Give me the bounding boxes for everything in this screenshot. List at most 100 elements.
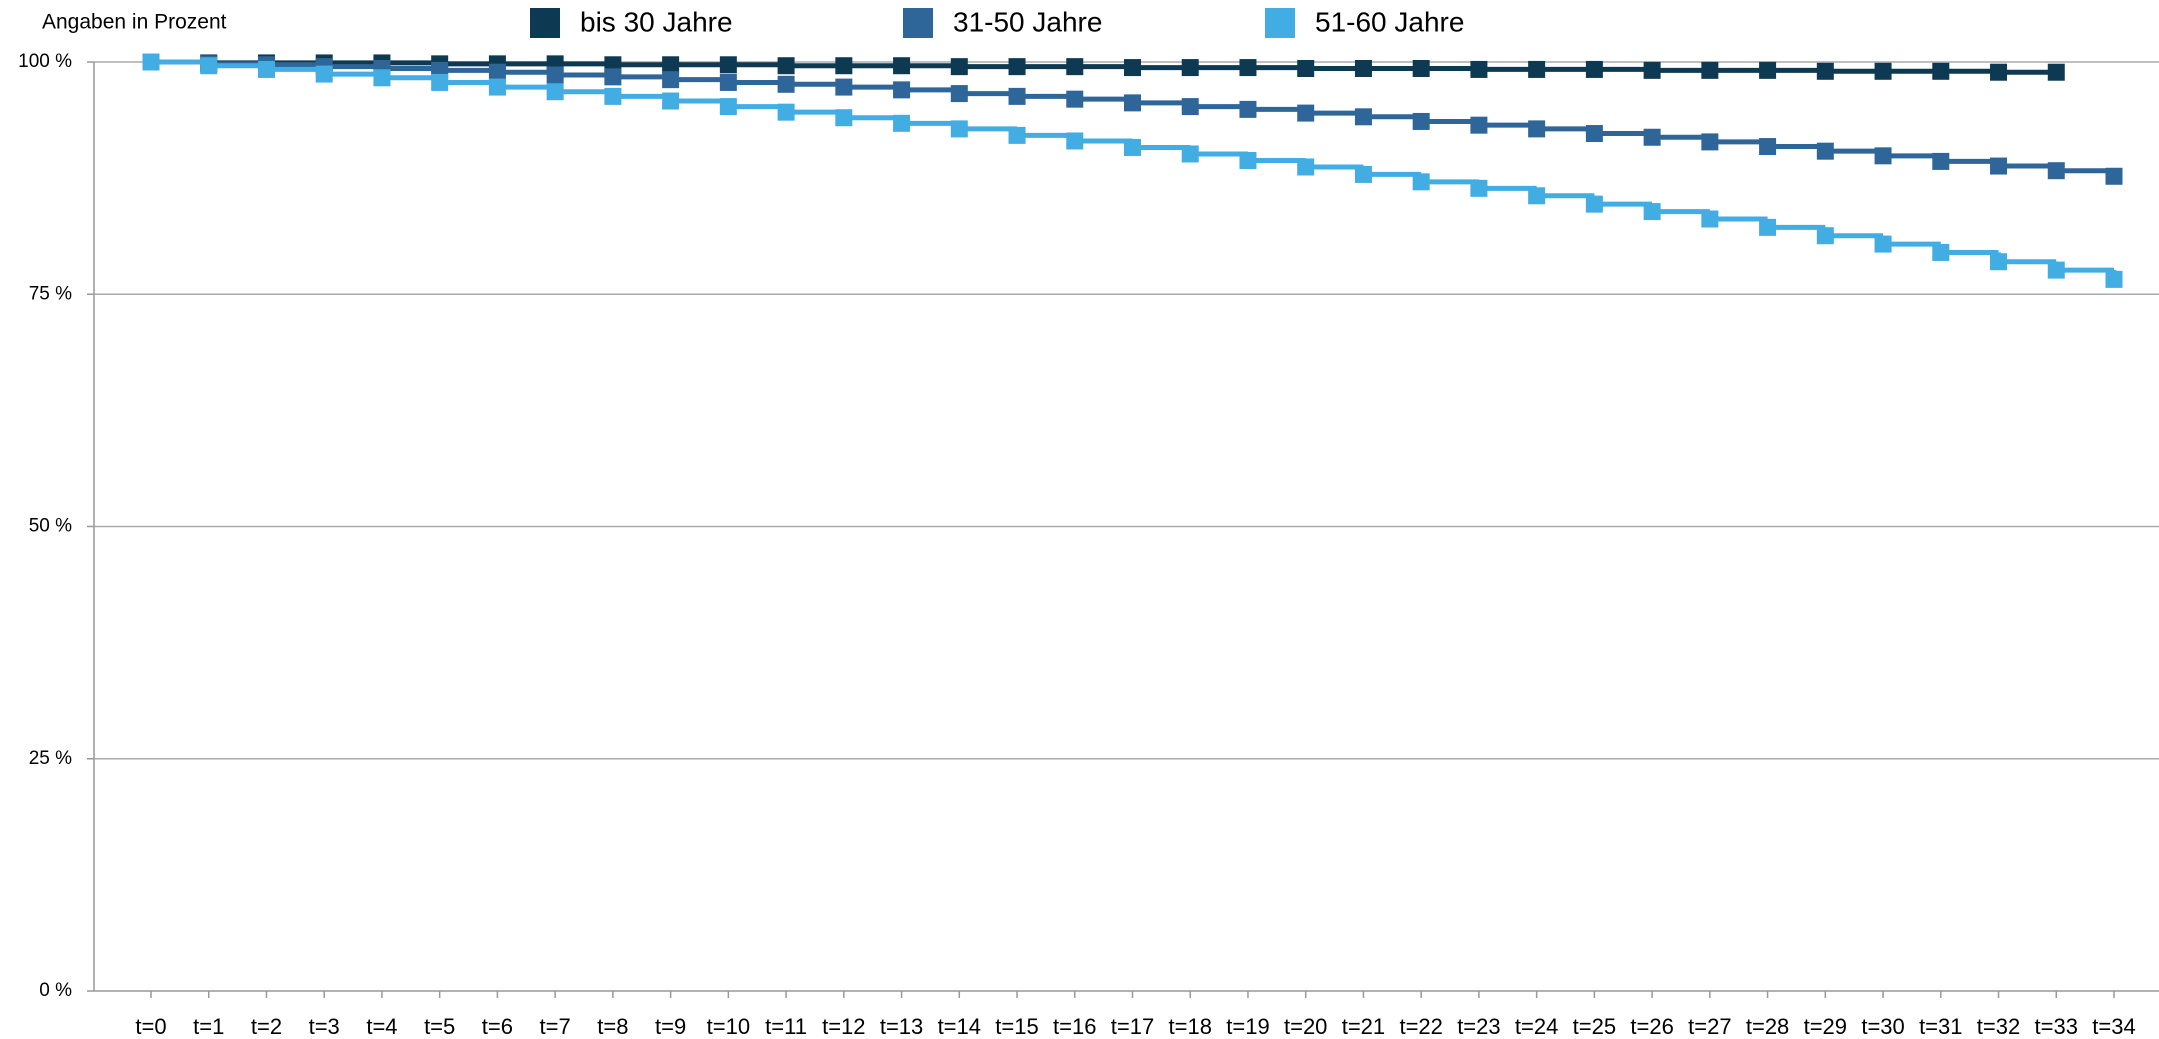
marker — [1759, 61, 1777, 79]
x-tick-label: t=31 — [1919, 1014, 1962, 1039]
marker — [1759, 138, 1777, 156]
marker — [1354, 60, 1372, 78]
marker — [893, 114, 911, 132]
marker — [142, 53, 160, 71]
marker — [2105, 270, 2123, 288]
marker — [1412, 112, 1430, 130]
x-tick-label: t=11 — [765, 1014, 807, 1039]
marker — [1181, 59, 1199, 77]
x-tick-label: t=9 — [655, 1014, 686, 1039]
marker — [373, 69, 391, 87]
marker — [1239, 100, 1257, 118]
marker — [1124, 94, 1141, 112]
marker — [1412, 60, 1430, 78]
x-tick-label: t=28 — [1746, 1014, 1789, 1039]
x-tick-label: t=17 — [1111, 1014, 1154, 1039]
marker — [662, 56, 680, 74]
x-tick-label: t=10 — [707, 1014, 750, 1039]
y-tick-label: 0 % — [39, 980, 72, 1001]
legend-label: 51-60 Jahre — [1315, 6, 1464, 37]
x-tick-label: t=15 — [995, 1014, 1038, 1039]
marker — [1990, 253, 2008, 271]
x-tick-label: t=23 — [1457, 1014, 1500, 1039]
marker — [200, 57, 218, 75]
marker — [1932, 152, 1950, 170]
x-tick-label: t=30 — [1861, 1014, 1904, 1039]
x-tick-label: t=24 — [1515, 1014, 1558, 1039]
x-tick-label: t=22 — [1399, 1014, 1442, 1039]
marker — [719, 56, 737, 74]
x-tick-label: t=34 — [2092, 1014, 2135, 1039]
marker — [1181, 145, 1199, 163]
marker — [1297, 60, 1315, 78]
marker — [604, 68, 622, 86]
marker — [1874, 235, 1892, 253]
x-tick-label: t=29 — [1804, 1014, 1847, 1039]
marker — [488, 63, 506, 81]
legend-label: bis 30 Jahre — [580, 6, 733, 37]
marker — [1816, 142, 1834, 160]
marker — [1585, 195, 1603, 213]
x-tick-label: t=8 — [597, 1014, 628, 1039]
marker — [1239, 59, 1257, 77]
marker — [1643, 61, 1661, 79]
marker — [835, 109, 853, 127]
marker — [257, 60, 275, 78]
x-tick-label: t=18 — [1169, 1014, 1212, 1039]
x-tick-label: t=33 — [2035, 1014, 2078, 1039]
marker — [1470, 60, 1488, 78]
marker — [1470, 116, 1488, 134]
legend-swatch — [530, 8, 560, 38]
legend-label: 31-50 Jahre — [953, 6, 1102, 37]
y-axis-label: Angaben in Prozent — [42, 11, 227, 34]
marker — [1412, 173, 1430, 191]
marker — [1354, 108, 1372, 126]
marker — [1008, 58, 1026, 76]
x-tick-label: t=14 — [938, 1014, 981, 1039]
x-tick-label: t=21 — [1342, 1014, 1385, 1039]
marker — [835, 57, 853, 75]
marker — [1066, 58, 1084, 76]
y-tick-label: 50 % — [29, 516, 72, 537]
marker — [1239, 151, 1257, 169]
marker — [1701, 133, 1719, 151]
marker — [1874, 62, 1892, 80]
x-tick-label: t=20 — [1284, 1014, 1327, 1039]
x-tick-label: t=27 — [1688, 1014, 1731, 1039]
marker — [1874, 147, 1892, 165]
marker — [1354, 165, 1372, 183]
x-tick-label: t=0 — [135, 1014, 166, 1039]
marker — [1124, 138, 1141, 156]
marker — [1585, 125, 1603, 143]
marker — [1990, 63, 2008, 81]
x-tick-label: t=12 — [822, 1014, 865, 1039]
marker — [1066, 90, 1084, 108]
marker — [662, 71, 680, 89]
marker — [662, 92, 680, 110]
marker — [1124, 59, 1141, 77]
x-tick-label: t=4 — [366, 1014, 397, 1039]
marker — [950, 85, 968, 103]
x-tick-label: t=2 — [251, 1014, 282, 1039]
marker — [1066, 132, 1084, 150]
marker — [2047, 162, 2065, 180]
x-tick-label: t=1 — [193, 1014, 224, 1039]
marker — [1643, 128, 1661, 146]
marker — [1816, 227, 1834, 245]
y-tick-label: 25 % — [29, 748, 72, 769]
marker — [431, 73, 449, 91]
marker — [1990, 157, 2008, 175]
y-tick-label: 100 % — [18, 51, 72, 72]
marker — [719, 98, 737, 116]
marker — [315, 65, 333, 83]
marker — [777, 57, 795, 75]
x-tick-label: t=7 — [540, 1014, 571, 1039]
marker — [2047, 63, 2065, 81]
x-tick-label: t=16 — [1053, 1014, 1096, 1039]
x-tick-label: t=6 — [482, 1014, 513, 1039]
x-tick-label: t=25 — [1573, 1014, 1616, 1039]
marker — [1528, 187, 1546, 205]
marker — [546, 66, 564, 84]
marker — [719, 73, 737, 91]
x-tick-label: t=26 — [1630, 1014, 1673, 1039]
